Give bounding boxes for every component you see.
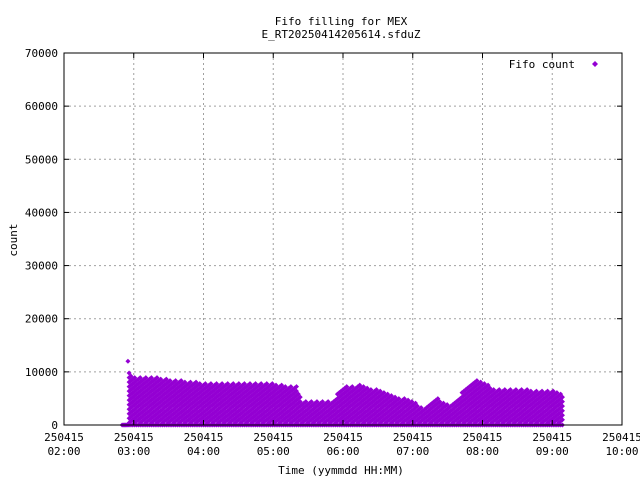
y-tick-label: 20000 — [25, 313, 58, 326]
legend-marker — [592, 61, 598, 67]
x-tick-date: 250415 — [602, 431, 640, 444]
x-tick-date: 250415 — [184, 431, 224, 444]
data-points — [119, 358, 565, 428]
data-point — [294, 384, 299, 390]
data-point — [125, 358, 131, 364]
y-axis-label: count — [7, 223, 20, 256]
data-point — [507, 396, 513, 402]
data-point — [507, 391, 513, 397]
x-tick-time: 09:00 — [536, 445, 569, 458]
grid — [64, 53, 622, 425]
x-tick-date: 250415 — [463, 431, 503, 444]
x-tick-date: 250415 — [393, 431, 433, 444]
x-tick-time: 08:00 — [466, 445, 499, 458]
y-tick-label: 10000 — [25, 366, 58, 379]
chart-subtitle: E_RT20250414205614.sfduZ — [262, 28, 421, 41]
x-tick-time: 10:00 — [605, 445, 638, 458]
x-tick-time: 03:00 — [117, 445, 150, 458]
data-point — [507, 414, 513, 420]
legend: Fifo count — [509, 58, 598, 71]
y-tick-label: 60000 — [25, 100, 58, 113]
data-point — [559, 399, 565, 405]
chart-title: Fifo filling for MEX — [275, 15, 408, 28]
x-tick-time: 06:00 — [326, 445, 359, 458]
data-point — [559, 403, 565, 409]
data-point — [507, 409, 513, 415]
y-axis: 0 10000 20000 30000 40000 50000 60000 70000 — [25, 47, 622, 432]
data-point — [507, 387, 513, 393]
y-tick-label: 30000 — [25, 260, 58, 273]
data-point — [559, 408, 565, 414]
y-tick-label: 70000 — [25, 47, 58, 60]
x-axis: 25041502:0025041503:0025041504:002504150… — [44, 53, 640, 458]
y-tick-label: 40000 — [25, 206, 58, 219]
x-tick-date: 250415 — [253, 431, 293, 444]
x-tick-time: 04:00 — [187, 445, 220, 458]
x-tick-time: 05:00 — [257, 445, 290, 458]
x-tick-time: 07:00 — [396, 445, 429, 458]
data-point — [559, 417, 565, 423]
data-point — [507, 400, 513, 406]
y-tick-label: 50000 — [25, 153, 58, 166]
x-tick-date: 250415 — [44, 431, 84, 444]
data-point — [559, 412, 565, 418]
x-tick-date: 250415 — [532, 431, 572, 444]
x-tick-date: 250415 — [114, 431, 154, 444]
data-point — [297, 394, 303, 400]
legend-label: Fifo count — [509, 58, 575, 71]
data-point — [507, 418, 513, 424]
x-tick-date: 250415 — [323, 431, 363, 444]
data-point — [507, 405, 513, 411]
x-tick-time: 02:00 — [47, 445, 80, 458]
data-point — [559, 394, 565, 400]
y-tick-label: 0 — [51, 419, 58, 432]
x-axis-label: Time (yymmdd HH:MM) — [278, 464, 404, 477]
